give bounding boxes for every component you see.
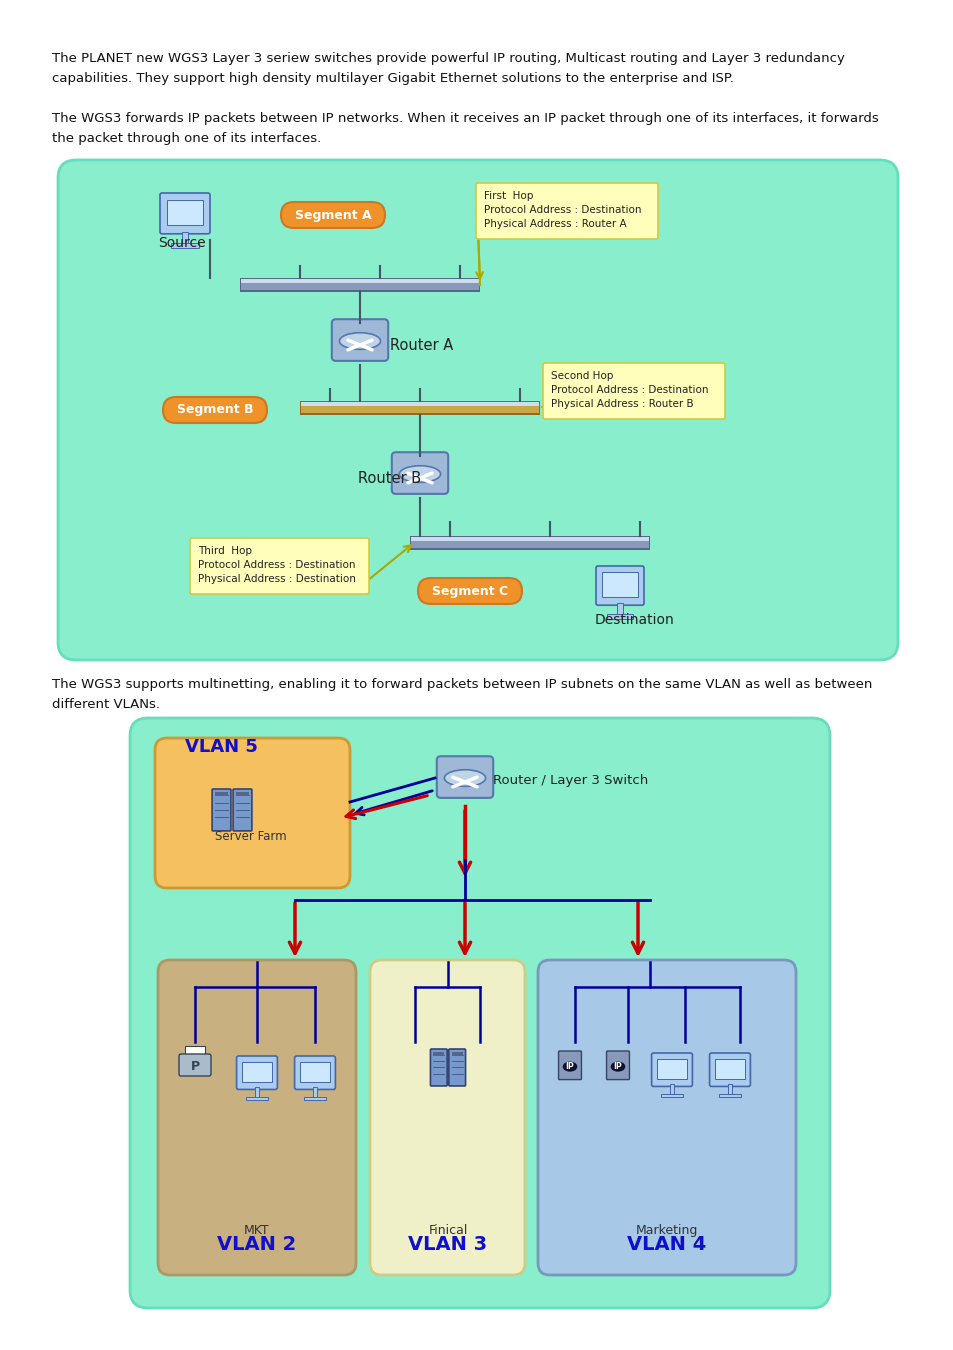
Ellipse shape — [339, 332, 380, 350]
FancyBboxPatch shape — [392, 452, 448, 494]
Text: Third  Hop: Third Hop — [198, 545, 252, 556]
Text: Router / Layer 3 Switch: Router / Layer 3 Switch — [493, 774, 648, 787]
Text: Physical Address : Router A: Physical Address : Router A — [483, 219, 626, 230]
FancyBboxPatch shape — [158, 960, 355, 1274]
FancyBboxPatch shape — [160, 193, 210, 234]
Text: Marketing: Marketing — [635, 1224, 698, 1237]
Text: Destination: Destination — [595, 613, 674, 626]
Text: Router B: Router B — [357, 471, 420, 486]
Text: MKT: MKT — [244, 1224, 270, 1237]
Ellipse shape — [399, 466, 440, 482]
FancyBboxPatch shape — [476, 184, 658, 239]
Text: The PLANET new WGS3 Layer 3 seriew switches provide powerful IP routing, Multica: The PLANET new WGS3 Layer 3 seriew switc… — [52, 53, 844, 65]
Text: Router A: Router A — [390, 338, 453, 352]
Bar — [727, 1084, 732, 1094]
Bar — [411, 537, 648, 541]
FancyBboxPatch shape — [606, 1052, 629, 1080]
FancyBboxPatch shape — [596, 566, 643, 605]
Bar — [304, 1096, 326, 1100]
Text: Protocol Address : Destination: Protocol Address : Destination — [483, 205, 640, 215]
Ellipse shape — [610, 1061, 624, 1072]
Text: the packet through one of its interfaces.: the packet through one of its interfaces… — [52, 132, 321, 144]
Bar — [433, 1052, 444, 1056]
FancyBboxPatch shape — [430, 1049, 447, 1085]
FancyBboxPatch shape — [179, 1054, 211, 1076]
Bar — [182, 232, 188, 243]
Text: IP: IP — [565, 1062, 574, 1071]
Bar — [299, 401, 539, 414]
FancyBboxPatch shape — [281, 202, 385, 228]
Text: IP: IP — [613, 1062, 621, 1071]
Bar — [241, 279, 478, 290]
Bar — [240, 278, 479, 292]
Ellipse shape — [562, 1061, 577, 1072]
Bar — [410, 536, 649, 549]
Bar — [301, 402, 538, 406]
Text: VLAN 2: VLAN 2 — [217, 1235, 296, 1254]
FancyBboxPatch shape — [558, 1052, 580, 1080]
Text: Finical: Finical — [428, 1224, 467, 1237]
Text: Server Farm: Server Farm — [214, 830, 286, 842]
Ellipse shape — [444, 769, 485, 786]
Text: Protocol Address : Destination: Protocol Address : Destination — [198, 560, 355, 570]
Text: capabilities. They support high density multilayer Gigabit Ethernet solutions to: capabilities. They support high density … — [52, 72, 733, 85]
FancyBboxPatch shape — [436, 756, 493, 798]
Bar — [300, 1061, 330, 1081]
Text: Segment A: Segment A — [294, 208, 371, 221]
FancyBboxPatch shape — [370, 960, 524, 1274]
Bar — [617, 603, 622, 614]
Text: First  Hop: First Hop — [483, 190, 533, 201]
FancyBboxPatch shape — [130, 718, 829, 1308]
FancyBboxPatch shape — [212, 788, 231, 830]
FancyBboxPatch shape — [58, 161, 897, 660]
Bar — [242, 1061, 272, 1081]
Bar — [236, 792, 249, 796]
Bar — [715, 1058, 744, 1079]
Bar — [254, 1088, 259, 1096]
Bar — [719, 1094, 740, 1098]
FancyBboxPatch shape — [294, 1056, 335, 1089]
Bar — [669, 1084, 674, 1094]
Bar — [171, 243, 198, 248]
Bar — [451, 1052, 462, 1056]
Text: The WGS3 supports multinetting, enabling it to forward packets between IP subnet: The WGS3 supports multinetting, enabling… — [52, 678, 871, 691]
Bar — [313, 1088, 317, 1096]
Text: VLAN 5: VLAN 5 — [185, 738, 257, 756]
Text: Physical Address : Destination: Physical Address : Destination — [198, 574, 355, 585]
FancyBboxPatch shape — [163, 397, 267, 423]
Text: Second Hop: Second Hop — [551, 371, 613, 381]
Bar — [411, 537, 648, 548]
Bar — [601, 572, 637, 597]
Text: Protocol Address : Destination: Protocol Address : Destination — [551, 385, 708, 396]
FancyBboxPatch shape — [190, 539, 369, 594]
FancyBboxPatch shape — [448, 1049, 465, 1085]
FancyBboxPatch shape — [709, 1053, 750, 1087]
FancyBboxPatch shape — [651, 1053, 692, 1087]
Bar — [657, 1058, 686, 1079]
FancyBboxPatch shape — [154, 738, 350, 888]
Text: The WGS3 forwards IP packets between IP networks. When it receives an IP packet : The WGS3 forwards IP packets between IP … — [52, 112, 878, 126]
Bar — [660, 1094, 682, 1098]
FancyBboxPatch shape — [236, 1056, 277, 1089]
Bar — [241, 279, 478, 284]
Text: VLAN 3: VLAN 3 — [408, 1235, 487, 1254]
Bar — [167, 200, 203, 225]
Bar — [215, 792, 228, 796]
Text: Source: Source — [158, 236, 206, 250]
FancyBboxPatch shape — [542, 363, 724, 418]
Text: VLAN 4: VLAN 4 — [627, 1235, 706, 1254]
Text: P: P — [191, 1060, 199, 1072]
FancyBboxPatch shape — [537, 960, 795, 1274]
Bar — [185, 1046, 205, 1058]
FancyBboxPatch shape — [233, 788, 252, 830]
Bar — [301, 402, 538, 413]
Text: Physical Address : Router B: Physical Address : Router B — [551, 400, 693, 409]
Text: Segment B: Segment B — [176, 404, 253, 417]
FancyBboxPatch shape — [332, 319, 388, 360]
Text: Segment C: Segment C — [432, 585, 508, 598]
FancyBboxPatch shape — [417, 578, 521, 603]
Bar — [606, 614, 633, 618]
Text: different VLANs.: different VLANs. — [52, 698, 160, 711]
Bar — [246, 1096, 268, 1100]
